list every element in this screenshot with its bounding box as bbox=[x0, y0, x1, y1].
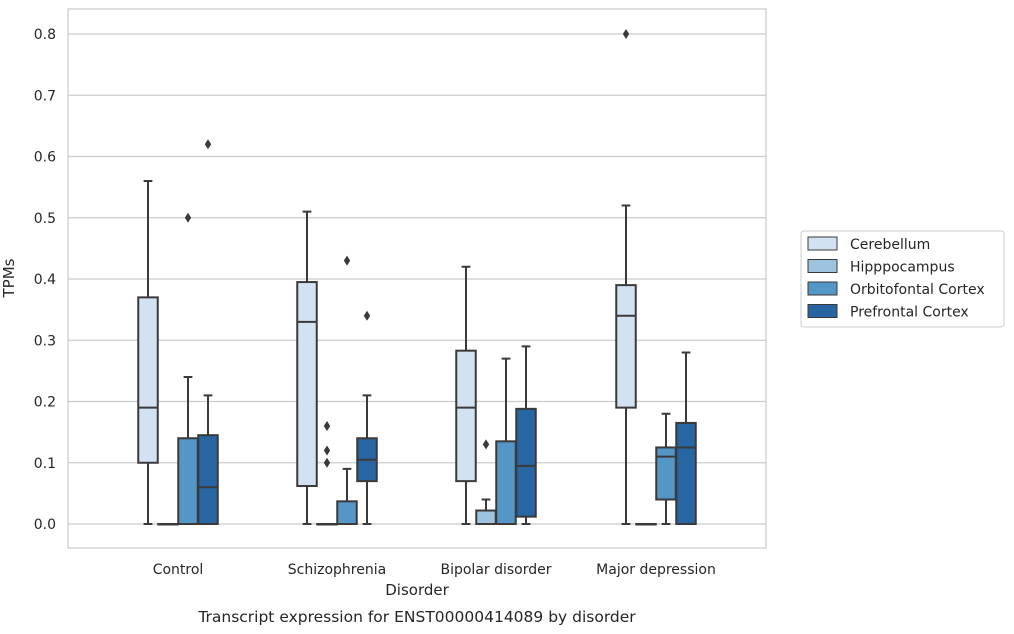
y-tick-label: 0.4 bbox=[34, 272, 56, 288]
legend: Cerebellum Hipppocampus Orbitofontal Corte… bbox=[800, 230, 1005, 328]
box-3-0 bbox=[197, 139, 219, 525]
x-tick-label: Bipolar disorder bbox=[440, 562, 551, 578]
box-0-1 bbox=[296, 210, 318, 525]
legend-swatch bbox=[807, 304, 838, 318]
legend-swatch bbox=[807, 281, 838, 296]
outlier-point bbox=[204, 139, 212, 150]
box-iqr bbox=[177, 437, 199, 525]
outlier-point bbox=[363, 310, 371, 321]
box-iqr bbox=[296, 281, 318, 488]
box-iqr bbox=[615, 284, 637, 409]
box-iqr bbox=[336, 500, 358, 525]
box-iqr bbox=[475, 509, 497, 525]
y-tick-label: 0.3 bbox=[34, 333, 56, 349]
outlier-point bbox=[482, 439, 490, 450]
box-3-1 bbox=[356, 310, 378, 525]
box-0-2 bbox=[455, 265, 477, 525]
outlier-point bbox=[622, 29, 630, 39]
box-3-2 bbox=[515, 345, 537, 525]
x-axis-label: Disorder bbox=[385, 581, 449, 599]
box-1-0 bbox=[157, 523, 179, 526]
legend-swatch bbox=[807, 236, 838, 251]
box-0-3 bbox=[615, 29, 637, 525]
box-iqr bbox=[137, 296, 159, 464]
box-groups bbox=[137, 29, 697, 526]
outlier-point bbox=[323, 421, 331, 431]
y-tick-labels: 0.0 0.1 0.2 0.3 0.4 0.5 0.6 0.7 0.8 bbox=[34, 27, 56, 533]
x-tick-label: Major depression bbox=[596, 562, 716, 578]
box-2-1 bbox=[336, 255, 358, 525]
y-tick-label: 0.5 bbox=[34, 211, 56, 227]
legend-frame bbox=[800, 230, 1005, 328]
box-iqr bbox=[515, 407, 537, 518]
x-tick-labels: Control Schizophrenia Bipolar disorder Majo… bbox=[153, 562, 716, 578]
y-tick-label: 0.8 bbox=[34, 27, 56, 43]
legend-label: Prefrontal Cortex bbox=[850, 305, 969, 321]
box-iqr bbox=[197, 434, 219, 525]
y-tick-label: 0.1 bbox=[34, 456, 56, 472]
box-0-0 bbox=[137, 180, 159, 525]
box-3-3 bbox=[675, 351, 697, 525]
box-2-2 bbox=[495, 357, 517, 525]
y-axis-label: TPMs bbox=[0, 258, 18, 298]
box-iqr bbox=[495, 440, 517, 525]
box-1-3 bbox=[635, 523, 657, 526]
box-1-2 bbox=[475, 439, 497, 525]
legend-label: Orbitofontal Cortex bbox=[850, 282, 985, 298]
outlier-point bbox=[343, 255, 351, 266]
outlier-point bbox=[323, 457, 331, 468]
legend-swatch bbox=[807, 259, 838, 273]
y-tick-label: 0.0 bbox=[34, 517, 56, 533]
plot-area-frame bbox=[67, 8, 767, 549]
box-iqr bbox=[455, 349, 477, 483]
x-tick-label: Schizophrenia bbox=[288, 562, 386, 578]
outlier-point bbox=[323, 445, 331, 456]
legend-label: Cerebellum bbox=[850, 237, 930, 253]
y-tick-label: 0.7 bbox=[34, 88, 56, 104]
box-2-3 bbox=[655, 412, 677, 525]
outlier-point bbox=[184, 212, 192, 223]
y-tick-label: 0.6 bbox=[34, 150, 56, 166]
box-2-0 bbox=[177, 212, 199, 525]
y-tick-label: 0.2 bbox=[34, 395, 56, 411]
legend-label: Hipppocampus bbox=[850, 260, 955, 276]
box-1-1 bbox=[316, 421, 338, 526]
box-iqr bbox=[675, 421, 697, 525]
x-tick-label: Control bbox=[153, 562, 204, 578]
box-iqr bbox=[655, 446, 677, 501]
chart-caption: Transcript expression for ENST0000041408… bbox=[197, 608, 636, 626]
